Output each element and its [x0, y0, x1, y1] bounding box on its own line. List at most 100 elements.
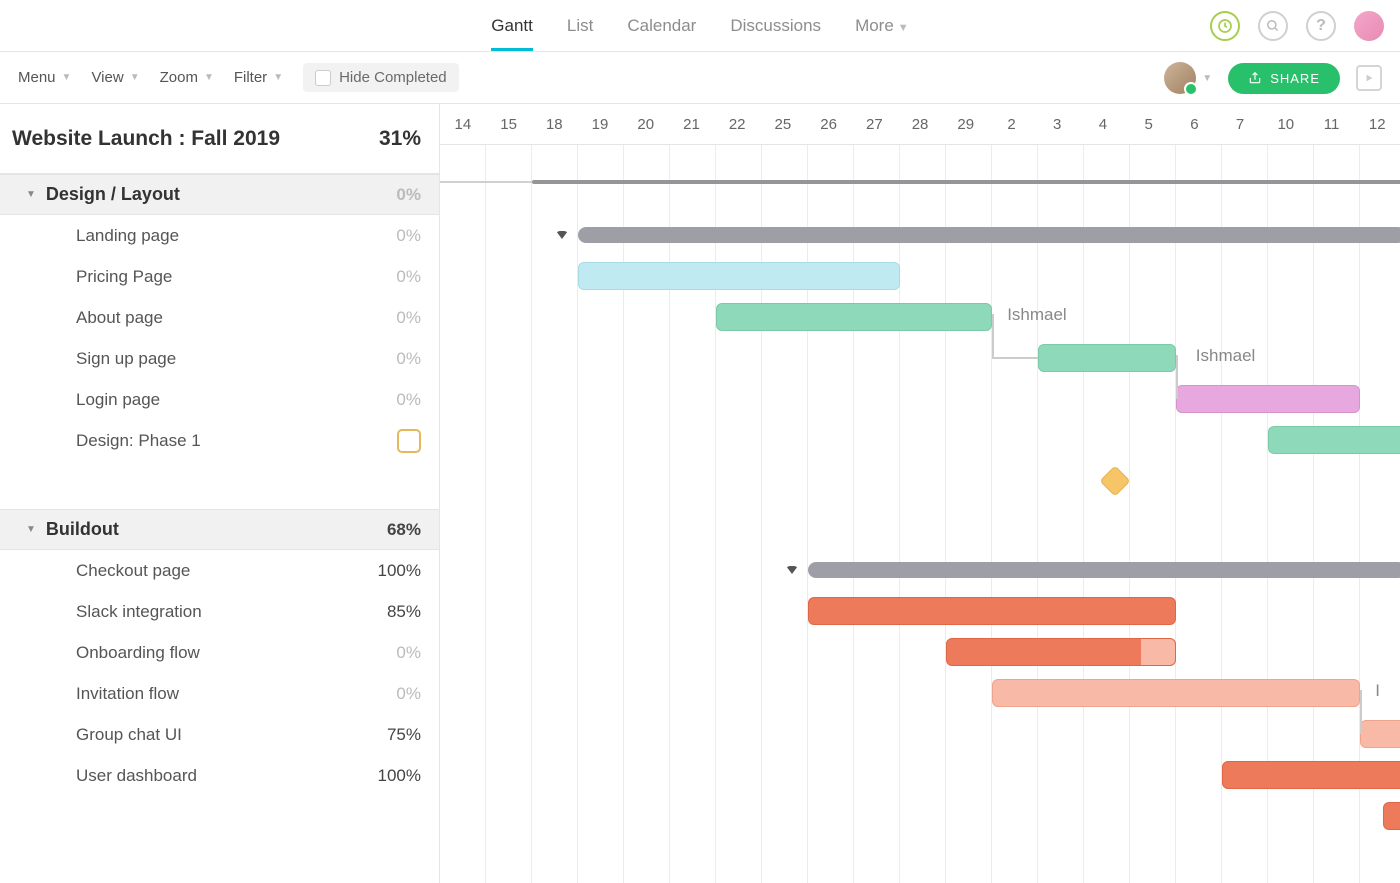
milestone-marker[interactable] — [1099, 465, 1130, 496]
user-avatar[interactable] — [1354, 11, 1384, 41]
zoom-dropdown[interactable]: Zoom▼ — [160, 69, 214, 86]
toolbar: Menu▼ View▼ Zoom▼ Filter▼ Hide Completed… — [0, 52, 1400, 104]
task-row[interactable]: About page — [0, 297, 329, 338]
task-bar[interactable] — [992, 679, 1360, 707]
percent-cell: 31% — [329, 104, 439, 174]
task-row[interactable]: User dashboard — [0, 755, 329, 796]
assignee-avatar — [1164, 62, 1196, 94]
date-header: 141518192021222526272829234567101112 — [440, 104, 1400, 145]
date-cell: 21 — [669, 104, 715, 144]
group-row[interactable]: ▼ Buildout — [0, 509, 329, 550]
task-bar[interactable] — [1360, 720, 1400, 748]
hide-completed-checkbox[interactable] — [315, 70, 331, 86]
view-tabs: Gantt List Calendar Discussions More▼ — [491, 2, 908, 50]
task-row[interactable]: Sign up page — [0, 338, 329, 379]
assignee-dropdown[interactable]: ▼ — [1164, 62, 1212, 94]
percent-cell: 0% — [329, 256, 439, 297]
tab-list[interactable]: List — [567, 2, 593, 50]
tab-gantt[interactable]: Gantt — [491, 2, 533, 50]
tab-more[interactable]: More▼ — [855, 2, 909, 50]
search-icon[interactable] — [1258, 11, 1288, 41]
task-name[interactable]: Login page — [76, 390, 160, 410]
task-name[interactable]: Group chat UI — [76, 725, 182, 745]
date-cell: 28 — [897, 104, 943, 144]
summary-bar[interactable] — [578, 227, 1400, 243]
task-row[interactable]: Design: Phase 1 — [0, 420, 329, 461]
group-name: Buildout — [46, 519, 119, 540]
help-icon[interactable]: ? — [1306, 11, 1336, 41]
task-bar[interactable] — [1383, 802, 1400, 830]
date-cell: 11 — [1309, 104, 1355, 144]
collapse-icon[interactable]: ▼ — [26, 524, 36, 535]
view-dropdown[interactable]: View▼ — [91, 69, 139, 86]
collapse-icon[interactable]: ▼ — [26, 189, 36, 200]
date-cell: 7 — [1217, 104, 1263, 144]
group-row[interactable]: ▼ Design / Layout — [0, 174, 329, 215]
date-cell: 10 — [1263, 104, 1309, 144]
task-bar[interactable] — [716, 303, 992, 331]
task-row[interactable]: Slack integration — [0, 591, 329, 632]
task-row[interactable]: Invitation flow — [0, 673, 329, 714]
date-cell: 25 — [760, 104, 806, 144]
percent-cell: 0% — [329, 632, 439, 673]
date-cell: 29 — [943, 104, 989, 144]
percent-cell: 0% — [329, 379, 439, 420]
presentation-icon[interactable] — [1356, 65, 1382, 91]
task-bar[interactable] — [946, 638, 1176, 666]
task-bar[interactable] — [1268, 426, 1400, 454]
task-name[interactable]: Sign up page — [76, 349, 176, 369]
tab-discussions[interactable]: Discussions — [730, 2, 821, 50]
percent-cell: 68% — [329, 509, 439, 550]
top-nav: Gantt List Calendar Discussions More▼ ? — [0, 0, 1400, 52]
date-cell: 3 — [1034, 104, 1080, 144]
task-name[interactable]: Invitation flow — [76, 684, 179, 704]
task-bar[interactable] — [1222, 761, 1400, 789]
percent-cell: 0% — [329, 338, 439, 379]
date-cell: 20 — [623, 104, 669, 144]
percent-cell: 0% — [329, 215, 439, 256]
group-name: Design / Layout — [46, 184, 180, 205]
task-row[interactable]: Onboarding flow — [0, 632, 329, 673]
date-cell: 4 — [1080, 104, 1126, 144]
percent-cell: 85% — [329, 591, 439, 632]
topnav-right: ? — [1210, 0, 1384, 52]
task-name[interactable]: Checkout page — [76, 561, 190, 581]
milestone-checkbox[interactable] — [397, 429, 421, 453]
percent-cell: 75% — [329, 714, 439, 755]
date-cell: 22 — [714, 104, 760, 144]
task-bar[interactable] — [808, 597, 1176, 625]
task-name[interactable]: Pricing Page — [76, 267, 172, 287]
task-bar[interactable] — [578, 262, 900, 290]
task-name[interactable]: About page — [76, 308, 163, 328]
task-name[interactable]: Slack integration — [76, 602, 202, 622]
task-row[interactable]: Group chat UI — [0, 714, 329, 755]
task-name[interactable]: User dashboard — [76, 766, 197, 786]
tab-calendar[interactable]: Calendar — [627, 2, 696, 50]
history-icon[interactable] — [1210, 11, 1240, 41]
percent-cell: 0% — [329, 673, 439, 714]
task-bar[interactable] — [1176, 385, 1360, 413]
main-area: Website Launch : Fall 2019 ▼ Design / Layo… — [0, 104, 1400, 883]
task-row[interactable]: Checkout page — [0, 550, 329, 591]
share-button[interactable]: SHARE — [1228, 63, 1340, 94]
date-cell: 19 — [577, 104, 623, 144]
task-name[interactable]: Onboarding flow — [76, 643, 200, 663]
task-row[interactable]: Login page — [0, 379, 329, 420]
date-cell: 26 — [806, 104, 852, 144]
filter-dropdown[interactable]: Filter▼ — [234, 69, 283, 86]
gantt-panel[interactable]: 141518192021222526272829234567101112 Ish… — [440, 104, 1400, 883]
task-bar[interactable] — [1038, 344, 1176, 372]
menu-dropdown[interactable]: Menu▼ — [18, 69, 71, 86]
date-cell: 27 — [851, 104, 897, 144]
date-cell: 15 — [486, 104, 532, 144]
task-row[interactable]: Landing page — [0, 215, 329, 256]
project-row: Website Launch : Fall 2019 — [0, 104, 329, 174]
hide-completed-toggle[interactable]: Hide Completed — [303, 63, 459, 92]
task-row[interactable]: Pricing Page — [0, 256, 329, 297]
summary-bar[interactable] — [808, 562, 1400, 578]
task-name[interactable]: Landing page — [76, 226, 179, 246]
percent-cell: 100% — [329, 755, 439, 796]
task-name[interactable]: Design: Phase 1 — [76, 431, 201, 451]
date-cell: 6 — [1172, 104, 1218, 144]
task-list-panel: Website Launch : Fall 2019 ▼ Design / Layo… — [0, 104, 440, 883]
